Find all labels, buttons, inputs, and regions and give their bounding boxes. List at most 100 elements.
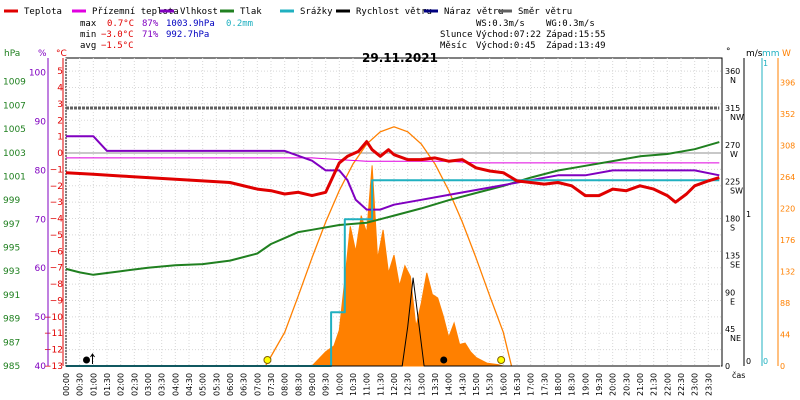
dir-tick-label: 0 — [725, 362, 730, 371]
wind-axis-title: m/s — [746, 49, 763, 59]
time-tick-label: 16:30 — [513, 373, 522, 396]
temp-tick-label: −10 — [44, 313, 63, 323]
stats-avg-label: avg — [80, 41, 96, 51]
legend-label: Rychlost větru — [356, 7, 432, 17]
hpa-tick-label: 993 — [3, 267, 20, 277]
legend-item-naraz: Náraz větru — [424, 7, 504, 17]
wind-tick-label: 1 — [746, 210, 751, 219]
temp-tick-label: −5 — [50, 231, 63, 241]
rain-tick-label: 0 — [763, 357, 768, 366]
time-tick-label: 09:30 — [322, 373, 331, 396]
time-tick-label: 03:00 — [144, 373, 153, 396]
dir-tick-label: 225 — [725, 178, 740, 187]
time-tick-label: 19:00 — [581, 373, 590, 396]
time-tick-label: 04:30 — [185, 373, 194, 396]
pct-axis-title: % — [38, 49, 47, 59]
time-tick-label: 06:30 — [240, 373, 249, 396]
stats-max-press: 1003.9hPa — [166, 19, 215, 29]
solar-axis-title: W — [782, 49, 791, 59]
marker-layer — [83, 353, 506, 364]
time-tick-label: 21:00 — [636, 373, 645, 396]
solar-tick-label: 220 — [780, 204, 795, 213]
temp-tick-label: −3 — [50, 198, 63, 208]
series-line-vlhkost — [66, 135, 720, 211]
temp-tick-label: 5 — [57, 67, 63, 77]
temp-tick-label: −11 — [44, 329, 63, 339]
time-tick-label: 13:30 — [431, 373, 440, 396]
dir-tick-label: 270 — [725, 141, 740, 150]
dir-tick-label: 360 — [725, 67, 740, 76]
hpa-tick-label: 1005 — [3, 125, 26, 135]
hpa-tick-label: 1003 — [3, 149, 26, 159]
astro-block: WS:0.3m/s WG:0.3m/s Slunce Východ:07:22 … — [440, 19, 606, 51]
legend-item-vlhkost: Vlhkost — [160, 7, 218, 17]
moonset-time: Západ:13:49 — [546, 41, 606, 51]
time-tick-label: 22:30 — [677, 373, 686, 396]
temp-tick-label: 3 — [57, 100, 63, 110]
legend-label: Náraz větru — [444, 7, 504, 17]
wind-arrow-icon — [90, 353, 95, 364]
temp-tick-label: 0 — [57, 149, 63, 159]
hpa-tick-label: 999 — [3, 196, 20, 206]
solar-tick-label: 44 — [780, 330, 790, 339]
time-tick-label: 18:30 — [568, 373, 577, 396]
hpa-tick-label: 985 — [3, 362, 20, 372]
temp-axis-title: °C — [56, 49, 67, 59]
stats-min-temp: −3.0°C — [101, 30, 134, 40]
legend-item-tlak: Tlak — [220, 7, 262, 17]
moon-label: Měsíc — [440, 41, 467, 51]
pct-tick-label: 70 — [35, 215, 47, 225]
time-tick-label: 12:30 — [404, 373, 413, 396]
time-tick-label: 02:30 — [130, 373, 139, 396]
hpa-tick-label: 997 — [3, 220, 20, 230]
time-tick-label: 19:30 — [595, 373, 604, 396]
dir-axis-title: ° — [726, 47, 731, 57]
stats-block: max 0.7°C 87% 1003.9hPa 0.2mm min −3.0°C… — [80, 19, 253, 51]
time-tick-label: 12:00 — [390, 373, 399, 396]
hpa-axis-title: hPa — [4, 49, 20, 59]
time-tick-label: 08:30 — [294, 373, 303, 396]
stats-max-hum: 87% — [142, 19, 159, 29]
dir-compass-label: SW — [730, 187, 743, 196]
time-tick-label: 11:30 — [376, 373, 385, 396]
time-tick-label: 10:30 — [349, 373, 358, 396]
time-tick-label: 20:30 — [622, 373, 631, 396]
temp-tick-label: 4 — [57, 83, 63, 93]
stats-max-temp: 0.7°C — [107, 19, 134, 29]
pct-tick-label: 40 — [35, 362, 47, 372]
stats-max-rain: 0.2mm — [226, 19, 253, 29]
legend: Teplota Přízemní teplota Vlhkost Tlak Srážky… — [4, 7, 572, 17]
series-line-srazky — [66, 179, 720, 367]
solar-tick-label: 264 — [780, 173, 795, 182]
chart-date: 29.11.2021 — [362, 51, 438, 65]
time-tick-label: 10:00 — [335, 373, 344, 396]
dir-compass-label: SE — [730, 260, 740, 269]
series-layer — [65, 106, 720, 367]
legend-label: Směr větru — [518, 7, 572, 17]
dir-compass-label: S — [730, 224, 735, 233]
temp-tick-label: −7 — [50, 264, 63, 274]
dir-tick-label: 180 — [725, 215, 740, 224]
temp-tick-label: −13 — [44, 362, 63, 372]
rain-axis-title: mm — [762, 49, 780, 59]
wind-gust-info: WG:0.3m/s — [546, 19, 595, 29]
rain-tick-label: 1 — [763, 59, 768, 68]
solar-radiation-area — [310, 165, 504, 367]
time-tick-label: 14:00 — [445, 373, 454, 396]
time-axis-title: čas — [732, 370, 745, 380]
temp-tick-label: −9 — [50, 296, 64, 306]
hpa-tick-label: 989 — [3, 315, 20, 325]
time-tick-label: 17:00 — [527, 373, 536, 396]
time-tick-label: 23:30 — [704, 373, 713, 396]
sunset-time: Západ:15:55 — [546, 30, 606, 40]
time-tick-label: 07:00 — [253, 373, 262, 396]
time-tick-label: 14:30 — [458, 373, 467, 396]
time-tick-label: 00:30 — [76, 373, 85, 396]
wind-tick-label: 0 — [746, 357, 751, 366]
temp-tick-label: −1 — [50, 165, 63, 175]
time-tick-label: 15:30 — [486, 373, 495, 396]
time-tick-label: 02:00 — [117, 373, 126, 396]
time-tick-label: 16:00 — [499, 373, 508, 396]
time-tick-label: 20:00 — [609, 373, 618, 396]
hpa-tick-label: 1007 — [3, 101, 26, 111]
